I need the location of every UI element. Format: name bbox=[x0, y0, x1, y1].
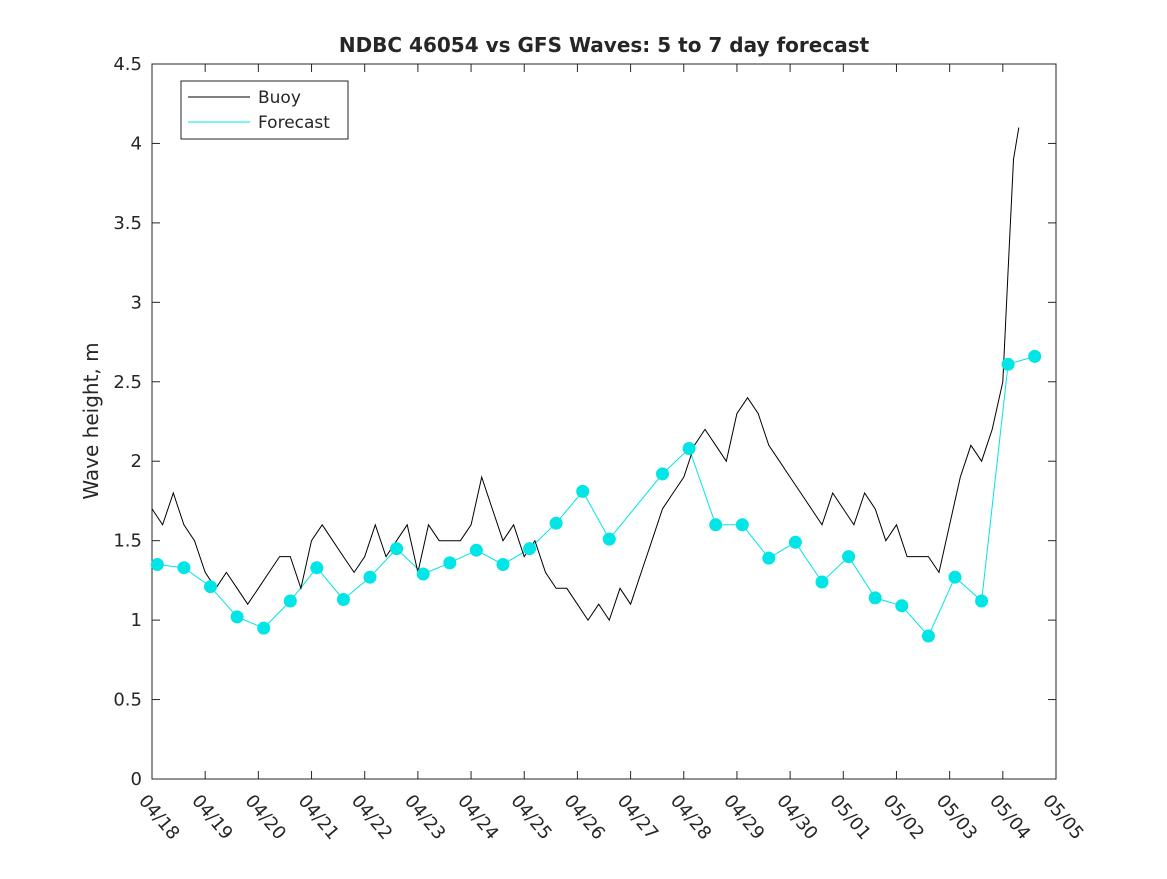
forecast-marker bbox=[602, 532, 616, 546]
y-axis: 0 0.5 1 1.5 2 2.5 3 3.5 4 4.5 bbox=[113, 54, 1056, 790]
forecast-markers bbox=[150, 349, 1042, 643]
forecast-marker bbox=[921, 629, 935, 643]
legend: Buoy Forecast bbox=[180, 80, 349, 140]
y-tick-label: 2.5 bbox=[113, 372, 142, 393]
y-tick-label: 1.5 bbox=[113, 531, 142, 552]
forecast-marker bbox=[416, 567, 430, 581]
forecast-marker bbox=[363, 570, 377, 584]
forecast-marker bbox=[576, 484, 590, 498]
forecast-marker bbox=[257, 621, 271, 635]
forecast-marker bbox=[204, 580, 217, 594]
y-tick-label: 3 bbox=[131, 292, 142, 313]
forecast-marker bbox=[549, 516, 563, 530]
forecast-marker bbox=[975, 594, 989, 608]
forecast-marker bbox=[443, 556, 457, 570]
forecast-marker bbox=[1028, 349, 1042, 363]
forecast-marker bbox=[390, 542, 404, 556]
y-tick-label: 4.5 bbox=[113, 54, 142, 75]
forecast-marker bbox=[682, 442, 696, 455]
forecast-marker bbox=[230, 610, 244, 624]
forecast-marker bbox=[523, 542, 537, 556]
forecast-marker bbox=[788, 535, 802, 549]
forecast-marker bbox=[496, 558, 510, 571]
y-tick-label: 1 bbox=[131, 610, 142, 631]
legend-label-buoy: Buoy bbox=[258, 88, 301, 108]
buoy-series bbox=[151, 127, 1020, 622]
y-tick-label: 2 bbox=[131, 451, 142, 472]
forecast-marker bbox=[283, 594, 297, 608]
legend-box bbox=[180, 80, 349, 140]
forecast-marker bbox=[150, 558, 164, 571]
buoy-line bbox=[151, 127, 1020, 622]
forecast-marker bbox=[868, 591, 882, 605]
forecast-marker bbox=[948, 570, 962, 584]
y-axis-label: Wave height, m bbox=[79, 342, 103, 499]
forecast-marker bbox=[177, 561, 191, 575]
forecast-marker bbox=[735, 518, 749, 532]
forecast-marker bbox=[1001, 357, 1015, 371]
forecast-marker bbox=[815, 575, 829, 589]
legend-label-forecast: Forecast bbox=[258, 113, 330, 133]
y-tick-label: 0.5 bbox=[113, 690, 142, 711]
forecast-marker bbox=[469, 543, 483, 557]
forecast-marker bbox=[842, 550, 856, 564]
y-tick-label: 4 bbox=[131, 133, 142, 154]
y-tick-label: 0 bbox=[131, 769, 142, 790]
plot-area bbox=[151, 63, 1057, 780]
chart-title: NDBC 46054 vs GFS Waves: 5 to 7 day fore… bbox=[339, 33, 870, 57]
forecast-marker bbox=[762, 551, 776, 565]
forecast-marker bbox=[656, 467, 669, 481]
forecast-marker bbox=[336, 593, 350, 606]
forecast-marker bbox=[310, 561, 324, 575]
forecast-marker bbox=[895, 599, 909, 613]
forecast-marker bbox=[709, 518, 723, 532]
y-tick-label: 3.5 bbox=[113, 213, 142, 234]
